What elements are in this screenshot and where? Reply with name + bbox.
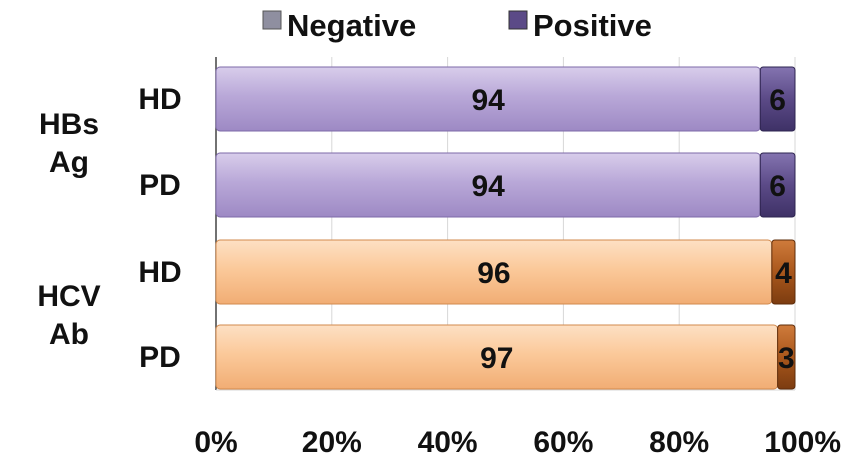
- bar-row: 96 4: [215, 239, 796, 305]
- legend-label-negative: Negative: [287, 8, 416, 43]
- x-tick-label: 60%: [533, 426, 593, 459]
- bar-segment-positive: [759, 152, 796, 218]
- x-tick-label: 80%: [649, 426, 709, 459]
- data-label-negative: 97: [480, 342, 513, 375]
- row-labels: HD PD HD PD: [138, 83, 181, 374]
- data-label-negative: 94: [471, 170, 505, 203]
- legend-label-positive: Positive: [533, 8, 652, 43]
- data-label-positive: 6: [769, 170, 786, 203]
- x-tick-label: 0%: [194, 426, 237, 459]
- group-label: HBs Ag: [39, 108, 99, 179]
- row-label: HD: [138, 83, 181, 116]
- data-label-positive: 3: [778, 342, 795, 375]
- x-tick-label: 100%: [764, 426, 841, 459]
- group-label-line: HCV: [37, 280, 100, 313]
- x-tick-label: 40%: [418, 426, 478, 459]
- bar-segment-positive: [777, 324, 796, 390]
- legend-swatch-negative: [262, 10, 282, 30]
- row-label: PD: [139, 341, 181, 374]
- data-label-positive: 4: [775, 257, 792, 290]
- bar-row: 94 6: [215, 66, 796, 132]
- group-label-line: Ab: [49, 318, 89, 351]
- legend-item-negative: Negative: [262, 8, 416, 43]
- bar-segment-positive: [759, 66, 796, 132]
- x-tick-label: 20%: [302, 426, 362, 459]
- legend: Negative Positive: [262, 8, 652, 43]
- row-label: HD: [138, 256, 181, 289]
- data-label-negative: 96: [477, 257, 510, 290]
- legend-item-positive: Positive: [508, 8, 652, 43]
- data-label-negative: 94: [471, 84, 505, 117]
- group-label-line: HBs: [39, 108, 99, 141]
- bars: 94 6 94 6 96 4 97 3: [215, 66, 796, 390]
- group-label-line: Ag: [49, 146, 89, 179]
- group-label: HCV Ab: [37, 280, 100, 351]
- bar-segment-positive: [771, 239, 796, 305]
- group-labels: HBs Ag HCV Ab: [37, 108, 100, 351]
- row-label: PD: [139, 169, 181, 202]
- data-label-positive: 6: [769, 84, 786, 117]
- bar-row: 97 3: [215, 324, 796, 390]
- x-axis-ticks: 0% 20% 40% 60% 80% 100%: [194, 426, 841, 459]
- bar-row: 94 6: [215, 152, 796, 218]
- legend-swatch-positive: [508, 10, 528, 30]
